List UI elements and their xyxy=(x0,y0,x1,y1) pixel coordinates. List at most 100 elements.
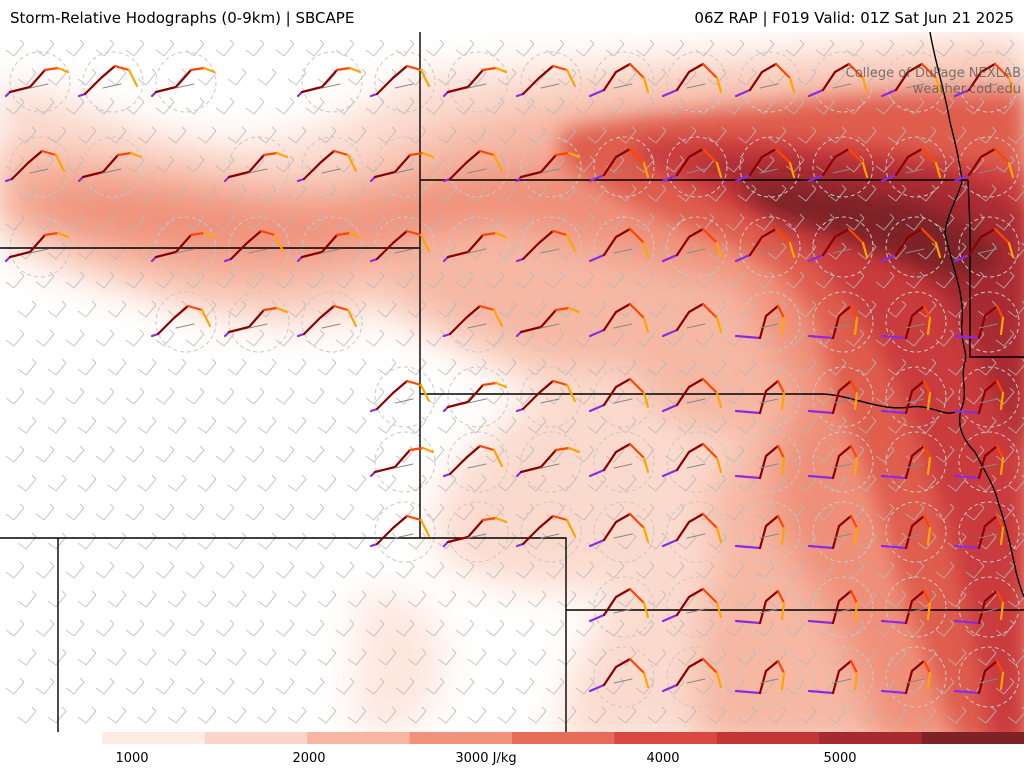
hodograph-segment xyxy=(849,379,859,395)
wind-barb xyxy=(545,97,565,115)
wind-barb xyxy=(737,706,757,724)
wind-barb xyxy=(845,39,865,57)
wind-barb xyxy=(287,648,307,666)
wind-barb xyxy=(737,532,757,550)
wind-barb xyxy=(947,648,967,666)
hodograph-segment xyxy=(788,161,796,179)
wind-barb xyxy=(797,300,817,318)
wind-barb xyxy=(845,155,865,173)
hodograph-segment xyxy=(129,151,143,159)
wind-barb xyxy=(407,242,427,260)
wind-barb xyxy=(827,648,847,666)
wind-barb xyxy=(107,648,127,666)
hodograph-segment xyxy=(56,66,70,74)
range-ring xyxy=(374,501,436,563)
hodograph-segment xyxy=(995,589,1005,605)
wind-barb xyxy=(845,619,865,637)
range-ring xyxy=(9,216,71,278)
run-info: 06Z RAP | F019 Valid: 01Z Sat Jun 21 202… xyxy=(694,9,1014,27)
hodograph-segment xyxy=(519,308,558,334)
wind-barb xyxy=(827,706,847,724)
wind-barb xyxy=(257,242,277,260)
wind-barb xyxy=(167,590,187,608)
wind-barb xyxy=(965,561,985,579)
wind-barb xyxy=(737,184,757,202)
hodograph-segment xyxy=(200,308,212,328)
wind-barb xyxy=(515,213,535,231)
hodograph-segment xyxy=(446,518,485,544)
hodograph-segment xyxy=(847,147,865,165)
hodograph-segment xyxy=(977,589,999,625)
wind-barb xyxy=(65,155,85,173)
hodograph-segment xyxy=(701,657,719,675)
storm-motion-vector xyxy=(102,83,122,89)
wind-barb xyxy=(65,213,85,231)
wind-barb xyxy=(305,387,325,405)
wind-barb xyxy=(875,503,895,521)
storm-motion-vector xyxy=(686,248,706,254)
wind-barb xyxy=(437,648,457,666)
hodograph-segment xyxy=(567,151,581,159)
wind-barb xyxy=(797,184,817,202)
wind-barb xyxy=(335,677,355,695)
header: Storm-Relative Hodographs (0-9km) | SBCA… xyxy=(0,0,1024,32)
hodograph-segment xyxy=(701,442,719,460)
hodograph-segment xyxy=(995,444,1005,460)
wind-barb xyxy=(185,503,205,521)
hodograph-segment xyxy=(262,306,279,312)
wind-barb xyxy=(407,358,427,376)
wind-barb xyxy=(125,329,145,347)
hodograph-segment xyxy=(853,391,859,411)
hodograph-segment xyxy=(780,671,786,691)
hodograph-segment xyxy=(628,377,646,395)
wind-barb xyxy=(647,590,667,608)
wind-barb xyxy=(47,474,67,492)
wind-barb xyxy=(947,184,967,202)
wind-barb xyxy=(785,97,805,115)
wind-barb xyxy=(35,677,55,695)
wind-barb xyxy=(785,329,805,347)
hodograph-segment xyxy=(602,147,632,177)
storm-motion-vector xyxy=(248,168,268,174)
wind-barb xyxy=(17,358,37,376)
wind-barb xyxy=(587,184,607,202)
wind-barb xyxy=(887,184,907,202)
wind-barb xyxy=(485,271,505,289)
hodograph-segment xyxy=(229,229,263,261)
hodograph-segment xyxy=(788,241,796,259)
wind-barb xyxy=(725,155,745,173)
range-ring xyxy=(739,291,801,353)
hodograph-segment xyxy=(661,683,679,693)
wind-barb xyxy=(917,532,937,550)
storm-motion-vector xyxy=(905,533,925,539)
wind-barb xyxy=(857,706,877,724)
wind-barb xyxy=(47,590,67,608)
wind-barb xyxy=(137,474,157,492)
hodograph-segment xyxy=(565,383,577,403)
wind-barb xyxy=(395,97,415,115)
hodograph-segment xyxy=(831,379,853,415)
wind-barb xyxy=(755,503,775,521)
wind-barb xyxy=(5,619,25,637)
wind-barb xyxy=(35,155,55,173)
range-ring xyxy=(666,291,728,353)
range-ring xyxy=(885,216,947,278)
wind-barb xyxy=(197,126,217,144)
wind-barb xyxy=(845,271,865,289)
wind-barb xyxy=(767,474,787,492)
wind-barb xyxy=(227,300,247,318)
wind-barb xyxy=(485,561,505,579)
wind-barb xyxy=(425,97,445,115)
credit-line-2: weather.cod.edu xyxy=(912,82,1021,97)
storm-motion-vector xyxy=(175,323,195,329)
wind-barb xyxy=(515,677,535,695)
wind-barb xyxy=(227,184,247,202)
hodograph-segment xyxy=(642,241,650,259)
hodograph-segment xyxy=(519,448,558,474)
hodograph-segment xyxy=(332,149,350,157)
wind-barb xyxy=(605,97,625,115)
wind-barb xyxy=(695,271,715,289)
wind-barb xyxy=(845,213,865,231)
wind-barb xyxy=(917,416,937,434)
hodograph-segment xyxy=(926,456,932,476)
